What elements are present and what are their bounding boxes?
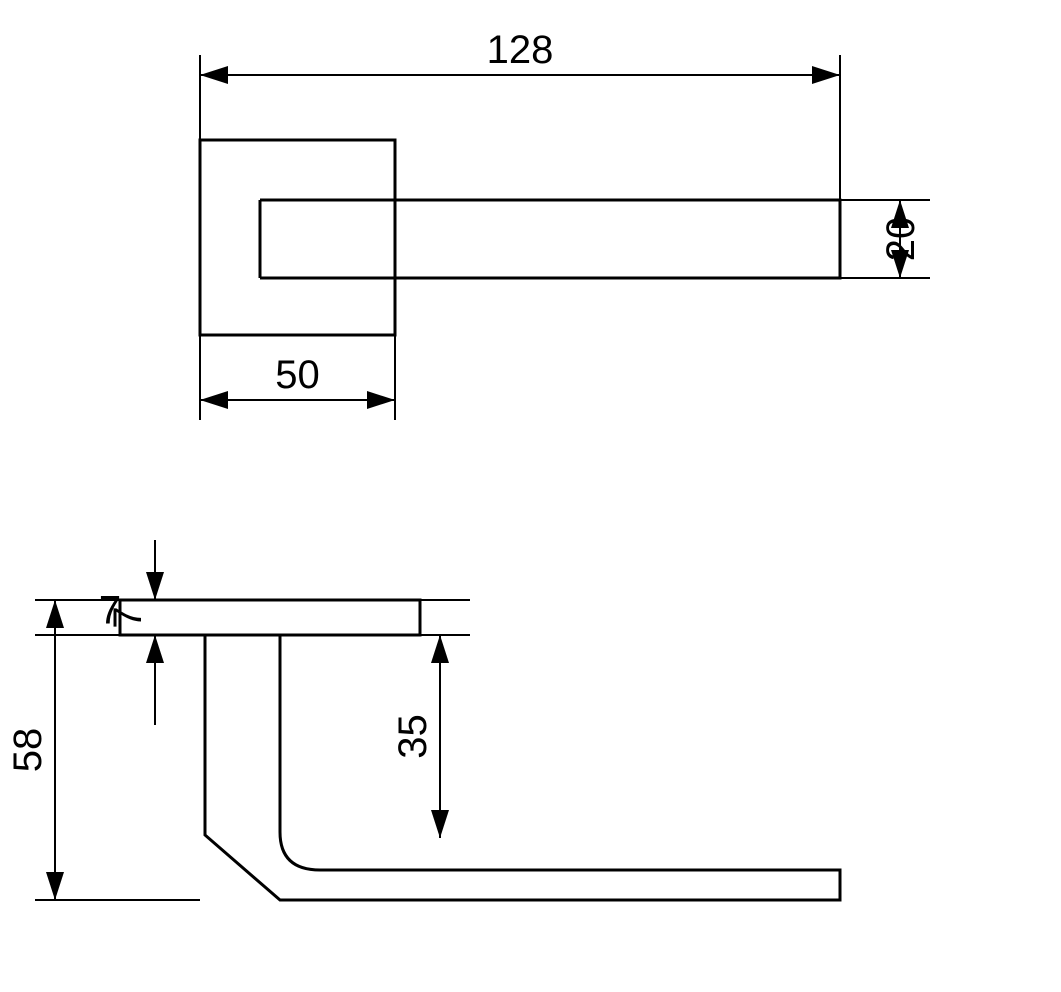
svg-text:7: 7 bbox=[99, 589, 121, 633]
svg-text:58: 58 bbox=[6, 728, 50, 773]
svg-text:128: 128 bbox=[487, 28, 554, 72]
svg-text:35: 35 bbox=[391, 714, 435, 759]
svg-text:20: 20 bbox=[879, 217, 923, 262]
svg-text:50: 50 bbox=[275, 353, 320, 397]
